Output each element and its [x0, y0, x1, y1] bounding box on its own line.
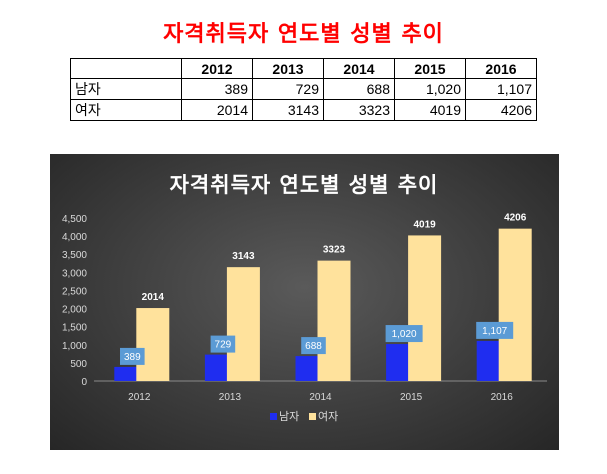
- row-label: 여자: [70, 99, 182, 121]
- table-header-cell: 2014: [323, 58, 395, 79]
- data-label-female: 4206: [504, 213, 527, 224]
- table-header-cell: [70, 58, 182, 79]
- bar-male: [386, 344, 411, 381]
- x-tick-label: 2012: [128, 392, 151, 403]
- data-label-box-male: [301, 337, 326, 355]
- data-label-male: 1,020: [392, 329, 417, 340]
- data-label-female: 4019: [413, 219, 436, 230]
- data-label-female: 3143: [232, 251, 255, 262]
- bar-male: [204, 354, 229, 381]
- bar-male: [295, 356, 320, 381]
- x-tick-label: 2016: [491, 392, 514, 403]
- data-label-box-male: [210, 335, 236, 353]
- y-tick-label: 4,000: [62, 232, 87, 243]
- bar-male: [476, 340, 501, 381]
- table-cell: 3323: [323, 99, 395, 121]
- y-tick-label: 500: [70, 359, 87, 370]
- table-header-cell: 2012: [181, 58, 253, 79]
- legend-swatch-male: [270, 413, 277, 420]
- table-header-cell: 2015: [394, 58, 466, 79]
- table-header-cell: 2016: [465, 58, 537, 79]
- chart-title: 자격취득자 연도별 성별 추이: [170, 173, 439, 197]
- x-tick-label: 2013: [219, 392, 242, 403]
- y-tick-label: 2,500: [62, 286, 87, 297]
- data-label-box-male: [385, 325, 423, 343]
- y-tick-label: 3,500: [62, 250, 87, 261]
- y-tick-label: 1,500: [62, 323, 87, 334]
- legend-label-male: 남자: [279, 410, 299, 423]
- table-cell: 1,020: [394, 78, 466, 100]
- table-row: 남자 389 729 688 1,020 1,107: [70, 78, 537, 100]
- bar-female: [408, 235, 442, 381]
- data-label-box-male: [476, 321, 514, 339]
- table-cell: 389: [181, 78, 253, 100]
- table-cell: 4019: [394, 99, 466, 121]
- page-title: 자격취득자 연도별 성별 추이: [163, 22, 444, 47]
- y-tick-label: 2,000: [62, 305, 87, 316]
- table-cell: 729: [252, 78, 324, 100]
- y-tick-label: 4,500: [62, 214, 87, 225]
- x-tick-label: 2015: [400, 392, 423, 403]
- bar-female: [498, 228, 532, 381]
- table-cell: 4206: [465, 99, 537, 121]
- y-tick-label: 0: [81, 377, 87, 388]
- data-label-male: 688: [305, 341, 322, 352]
- table-cell: 1,107: [465, 78, 537, 100]
- bar-male: [114, 366, 139, 381]
- table-header-cell: 2013: [252, 58, 324, 79]
- y-tick-label: 1,000: [62, 341, 87, 352]
- bar-female: [226, 267, 260, 381]
- table-cell: 3143: [252, 99, 324, 121]
- row-label: 남자: [70, 78, 182, 100]
- data-label-box-male: [120, 347, 145, 365]
- data-label-male: 729: [215, 340, 232, 351]
- chart-area: 자격취득자 연도별 성별 추이 0 500 1,000 1,500 2,000 2,500 3…: [50, 154, 559, 450]
- table-header-row: 2012 2013 2014 2015 2016: [70, 58, 537, 79]
- table-row: 여자 2014 3143 3323 4019 4206: [70, 99, 537, 121]
- data-label-male: 389: [124, 352, 141, 363]
- table-cell: 688: [323, 78, 395, 100]
- bar-female: [136, 308, 170, 381]
- data-table: 2012 2013 2014 2015 2016 남자 389 729 688 …: [70, 58, 537, 121]
- bar-chart: 자격취득자 연도별 성별 추이 0 500 1,000 1,500 2,000 2,500 3…: [62, 173, 547, 423]
- bar-female: [317, 260, 351, 381]
- y-tick-label: 3,000: [62, 268, 87, 279]
- table-cell: 2014: [181, 99, 253, 121]
- data-label-male: 1,107: [482, 326, 507, 337]
- legend-swatch-female: [309, 413, 316, 420]
- x-tick-label: 2014: [309, 392, 332, 403]
- data-label-female: 2014: [142, 292, 165, 303]
- legend-label-female: 여자: [318, 410, 338, 423]
- data-label-female: 3323: [323, 245, 346, 256]
